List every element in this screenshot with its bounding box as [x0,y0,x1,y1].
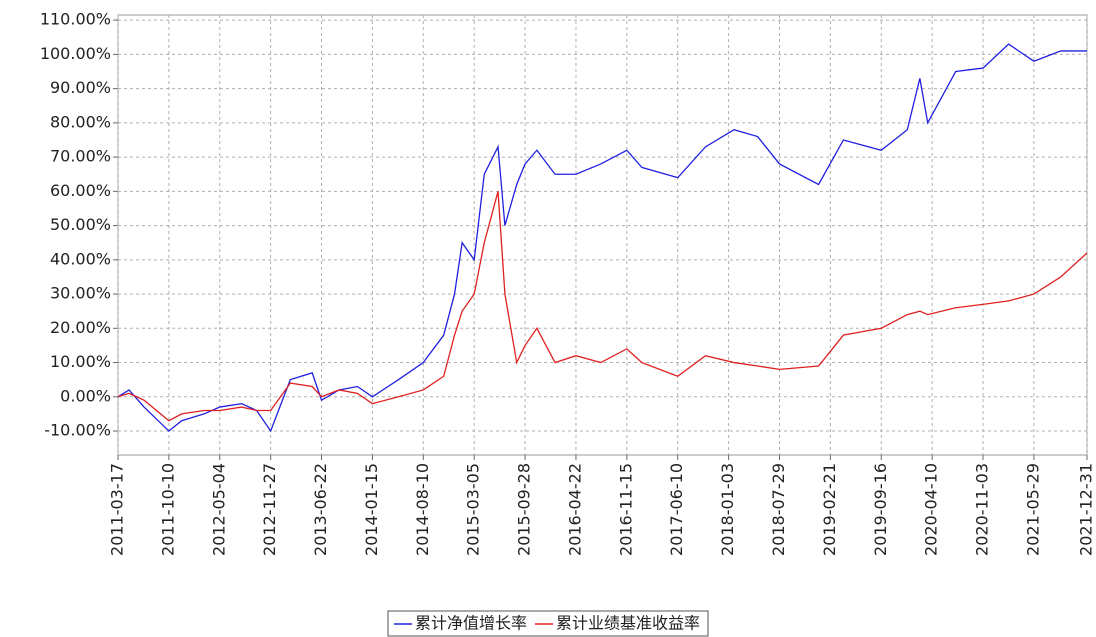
y-tick-label: 0.00% [60,386,111,405]
y-tick-label: 10.00% [50,352,111,371]
x-tick-label: 2017-06-10 [667,463,686,556]
plot-area [117,14,1088,456]
y-tick-label: 110.00% [40,10,111,29]
y-tick-label: 90.00% [50,78,111,97]
x-tick-label: 2020-11-03 [973,463,992,556]
x-tick-label: 2012-05-04 [209,463,228,556]
y-tick-label: 40.00% [50,249,111,268]
y-tick-label: 20.00% [50,318,111,337]
y-tick-label: 30.00% [50,284,111,303]
x-tick-label: 2020-04-10 [922,463,941,556]
x-tick-label: 2018-07-29 [769,463,788,556]
y-tick-label: 80.00% [50,112,111,131]
x-tick-label: 2015-09-28 [515,463,534,556]
legend-label: 累计净值增长率 [415,614,527,633]
x-tick-label: 2016-04-22 [565,463,584,556]
x-tick-label: 2016-11-15 [616,463,635,556]
x-tick-label: 2014-01-15 [362,463,381,556]
x-tick-label: 2011-03-17 [108,463,127,556]
series-line [117,43,1087,433]
y-tick-label: 60.00% [50,181,111,200]
x-tick-label: 2021-05-29 [1023,463,1042,556]
x-tick-label: 2018-01-03 [718,463,737,556]
y-tick-label: 70.00% [50,147,111,166]
series-line [117,191,1088,422]
x-tick-label: 2011-10-10 [158,463,177,556]
x-tick-label: 2021-12-31 [1077,463,1096,556]
y-tick-label: 50.00% [50,215,111,234]
x-tick-label: 2015-03-05 [464,463,483,556]
y-tick-label: 100.00% [40,44,111,63]
x-tick-label: 2014-08-10 [413,463,432,556]
x-tick-label: 2019-02-21 [820,463,839,556]
legend-label: 累计业绩基准收益率 [556,614,700,633]
x-tick-label: 2012-11-27 [260,463,279,556]
x-tick-label: 2019-09-16 [871,463,890,556]
x-tick-label: 2013-06-22 [311,463,330,556]
y-tick-label: -10.00% [44,421,111,440]
